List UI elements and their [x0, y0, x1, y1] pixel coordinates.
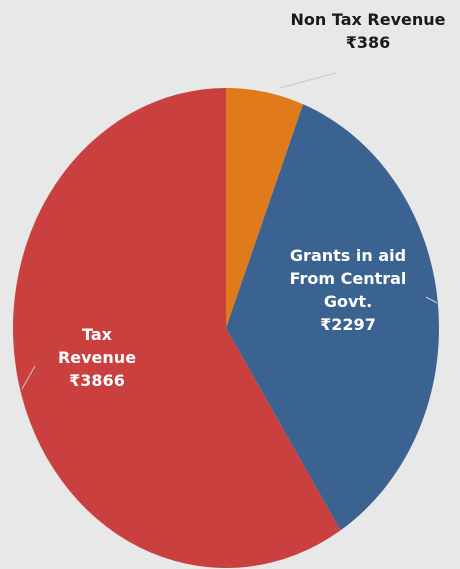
leader-line: [279, 72, 337, 89]
slices: [13, 88, 439, 568]
data-label: Tax Revenue ₹3866: [47, 323, 147, 392]
data-label: Grants in aid From Central Govt. ₹2297: [278, 244, 418, 336]
pie-slice: [226, 88, 304, 328]
value-label: ₹386: [345, 33, 391, 52]
leader-line: [425, 296, 438, 304]
pie-slice: [226, 104, 439, 531]
value-label: ₹2297: [320, 315, 376, 334]
category-label: Non Tax Revenue: [290, 10, 446, 29]
category-label: Grants in aid From Central Govt.: [289, 246, 407, 311]
value-label: ₹3866: [69, 371, 125, 390]
leader-line: [21, 365, 36, 390]
pie-slice: [13, 88, 341, 568]
data-label: Non Tax Revenue ₹386: [278, 8, 458, 54]
category-label: Tax Revenue: [57, 325, 137, 367]
